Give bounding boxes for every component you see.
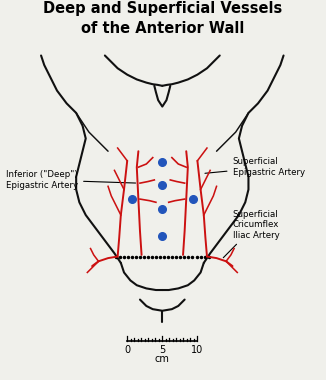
Text: cm: cm — [155, 355, 170, 364]
Text: 5: 5 — [159, 345, 165, 355]
Text: Inferior ("Deep")
Epigastric Artery: Inferior ("Deep") Epigastric Artery — [6, 170, 136, 190]
Text: 0: 0 — [124, 345, 130, 355]
Text: Superficial
Epigastric Artery: Superficial Epigastric Artery — [205, 157, 304, 177]
Title: Deep and Superficial Vessels
of the Anterior Wall: Deep and Superficial Vessels of the Ante… — [43, 2, 282, 36]
Text: Superficial
Cricumflex
Iliac Artery: Superficial Cricumflex Iliac Artery — [223, 210, 279, 258]
Text: 10: 10 — [191, 345, 203, 355]
